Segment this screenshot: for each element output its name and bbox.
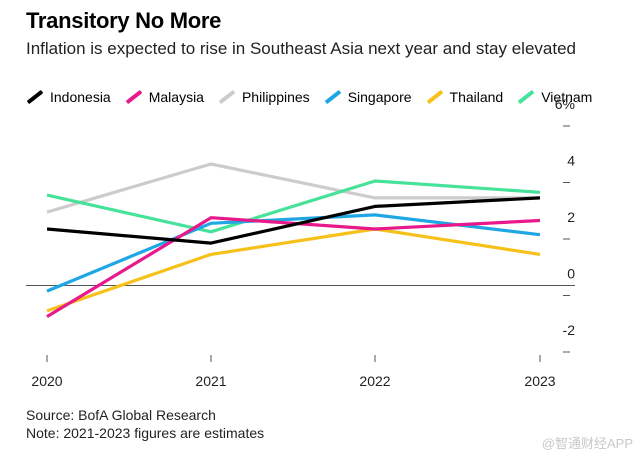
series-line-thailand	[46, 227, 541, 313]
source-note: Source: BofA Global Research	[26, 407, 216, 423]
legend: Indonesia Malaysia Philippines Singapore Tha…	[26, 89, 606, 105]
x-tick-label: 2021	[195, 373, 226, 389]
y-tick-label: 0	[567, 266, 575, 282]
series-line-malaysia	[46, 216, 541, 318]
y-tick-label: 6%	[555, 96, 575, 112]
x-tick-label: 2023	[524, 373, 555, 389]
legend-label: Indonesia	[50, 89, 111, 105]
legend-item-philippines: Philippines	[218, 89, 310, 105]
legend-label: Philippines	[241, 89, 310, 105]
chart-footer: Source: BofA Global Research Note: 2021-…	[26, 406, 264, 442]
series-line-singapore	[46, 213, 541, 293]
series-line-philippines	[46, 162, 540, 214]
watermark: @智通财经APP	[541, 436, 633, 451]
series-line-vietnam	[46, 179, 541, 234]
x-tick-label: 2022	[359, 373, 390, 389]
y-tick-label: -2	[563, 322, 576, 338]
estimate-note: Note: 2021-2023 figures are estimates	[26, 425, 265, 441]
legend-label: Malaysia	[148, 89, 204, 105]
legend-item-malaysia: Malaysia	[125, 89, 204, 105]
legend-label: Singapore	[347, 89, 412, 105]
legend-item-thailand: Thailand	[426, 89, 504, 105]
legend-item-indonesia: Indonesia	[26, 89, 111, 105]
y-tick-label: 2	[567, 209, 575, 225]
series-line-indonesia	[46, 196, 541, 245]
legend-label: Thailand	[449, 89, 504, 105]
x-tick-label: 2020	[31, 373, 62, 389]
chart-subtitle: Inflation is expected to rise in Southea…	[26, 39, 577, 58]
chart-title: Transitory No More	[26, 8, 222, 33]
legend-item-singapore: Singapore	[324, 89, 412, 105]
legend-label: Vietnam	[541, 89, 593, 105]
y-tick-label: 4	[567, 153, 575, 169]
legend-item-vietnam: Vietnam	[517, 89, 592, 105]
